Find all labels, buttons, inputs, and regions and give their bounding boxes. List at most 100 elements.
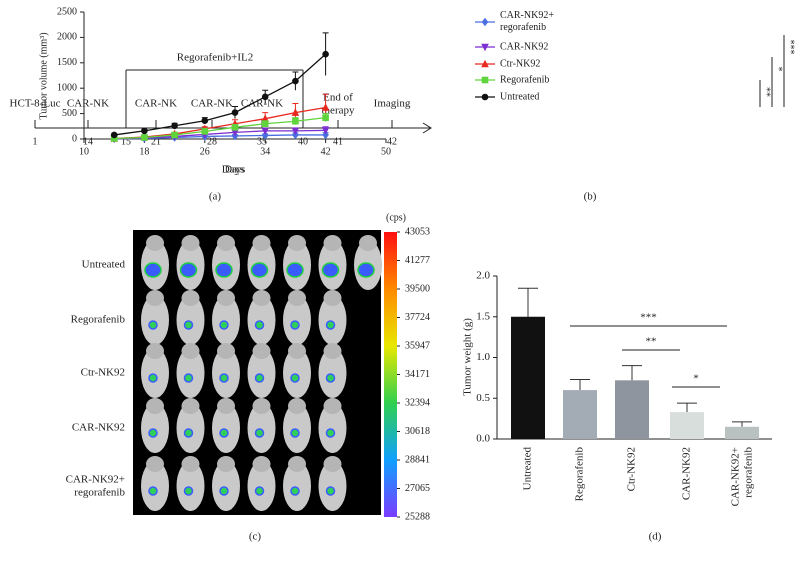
mouse-head xyxy=(181,290,200,306)
mouse xyxy=(176,348,205,398)
mouse-head xyxy=(146,343,164,359)
bar xyxy=(670,412,704,439)
signal xyxy=(325,320,336,330)
signal xyxy=(290,373,300,383)
signal xyxy=(219,486,229,496)
signal xyxy=(254,320,265,330)
mouse-head xyxy=(252,290,271,306)
signal xyxy=(254,428,265,438)
mouse xyxy=(212,348,240,398)
data-point xyxy=(292,77,299,85)
colorbar-label: 27065 xyxy=(405,483,430,494)
signal xyxy=(254,373,265,383)
mouse xyxy=(247,403,276,453)
data-point xyxy=(261,93,269,101)
mouse-head xyxy=(217,398,235,414)
mouse-head xyxy=(217,456,235,472)
data-point xyxy=(231,124,239,131)
timeline-day: 41 xyxy=(333,136,343,147)
mouse xyxy=(283,461,311,511)
mouse xyxy=(141,461,169,511)
series-line xyxy=(114,129,326,140)
mouse xyxy=(176,295,205,345)
signal xyxy=(219,320,229,330)
signal xyxy=(219,373,229,383)
colorbar-label: 28841 xyxy=(405,454,430,465)
timeline-day: 15 xyxy=(121,136,131,147)
timeline-event: CAR-NK xyxy=(191,98,233,110)
mouse-head xyxy=(252,456,271,472)
mouse xyxy=(212,403,240,453)
mouse xyxy=(283,295,311,345)
signal xyxy=(179,262,198,278)
timeline-day: 14 xyxy=(83,136,93,147)
signal xyxy=(290,320,300,330)
timeline-day: 21 xyxy=(151,136,161,147)
signal xyxy=(325,428,336,438)
colorbar-label: 34171 xyxy=(405,369,430,380)
y-tick-label: 1.5 xyxy=(476,310,490,322)
mouse-head xyxy=(323,343,342,359)
mouse xyxy=(283,348,311,398)
mouse-head xyxy=(288,343,306,359)
timeline-event: End of therapy xyxy=(322,91,355,116)
mouse xyxy=(247,461,276,511)
mouse xyxy=(318,403,347,453)
x-tick-label: 10 xyxy=(79,146,89,157)
signal xyxy=(321,262,340,278)
signal xyxy=(357,262,375,278)
error-bar xyxy=(622,365,642,381)
x-tick-label: CAR-NK92 xyxy=(681,447,693,500)
y-tick-label: 1500 xyxy=(57,57,77,68)
signal xyxy=(148,486,158,496)
data-point xyxy=(291,108,300,116)
mouse-head xyxy=(181,456,200,472)
mouse xyxy=(318,348,347,398)
mouse xyxy=(318,461,347,511)
y-tick-label: 2.0 xyxy=(476,270,490,282)
legend-label: Ctr-NK92 xyxy=(500,58,540,69)
mouse-head xyxy=(359,235,377,251)
signal xyxy=(250,262,269,278)
bar xyxy=(511,316,545,439)
mouse-head xyxy=(146,398,164,414)
mouse-head xyxy=(181,235,200,251)
mouse-head xyxy=(217,343,235,359)
data-point xyxy=(141,134,148,141)
mouse-head xyxy=(288,398,306,414)
x-tick-label: 26 xyxy=(200,146,210,157)
significance-label: * xyxy=(773,67,784,72)
signal xyxy=(148,428,158,438)
data-point xyxy=(481,93,489,101)
colorbar-label: 30618 xyxy=(405,426,430,437)
data-point xyxy=(292,117,299,125)
y-tick-label: 500 xyxy=(62,108,77,119)
y-tick-label: 0.5 xyxy=(476,392,490,404)
legend-label: CAR-NK92+ regorafenib xyxy=(500,10,554,33)
data-point xyxy=(171,131,178,139)
data-point xyxy=(110,135,118,142)
row-label: Regorafenib xyxy=(71,314,126,326)
signal xyxy=(183,428,194,438)
timeline-event: Imaging xyxy=(374,98,411,110)
series-line xyxy=(114,117,326,140)
error-bar xyxy=(570,379,590,391)
significance-label: * xyxy=(693,373,699,385)
row-label: Untreated xyxy=(82,259,126,271)
colorbar-label: 41277 xyxy=(405,255,430,266)
timeline-event: CAR-NK xyxy=(241,98,283,110)
y-tick-label: 2500 xyxy=(57,6,77,17)
row-label: CAR-NK92+ regorafenib xyxy=(66,473,126,498)
data-point xyxy=(322,130,329,140)
mouse xyxy=(212,461,240,511)
mouse-head xyxy=(146,290,164,306)
significance-label: *** xyxy=(640,312,657,324)
error-bar xyxy=(677,402,697,413)
timeline-day: 35 xyxy=(257,136,267,147)
timeline-day: 28 xyxy=(207,136,217,147)
data-point xyxy=(321,127,330,135)
bar xyxy=(563,390,597,439)
timeline-event: CAR-NK xyxy=(67,98,109,110)
panel-label: (d) xyxy=(649,531,662,543)
signal xyxy=(183,486,194,496)
